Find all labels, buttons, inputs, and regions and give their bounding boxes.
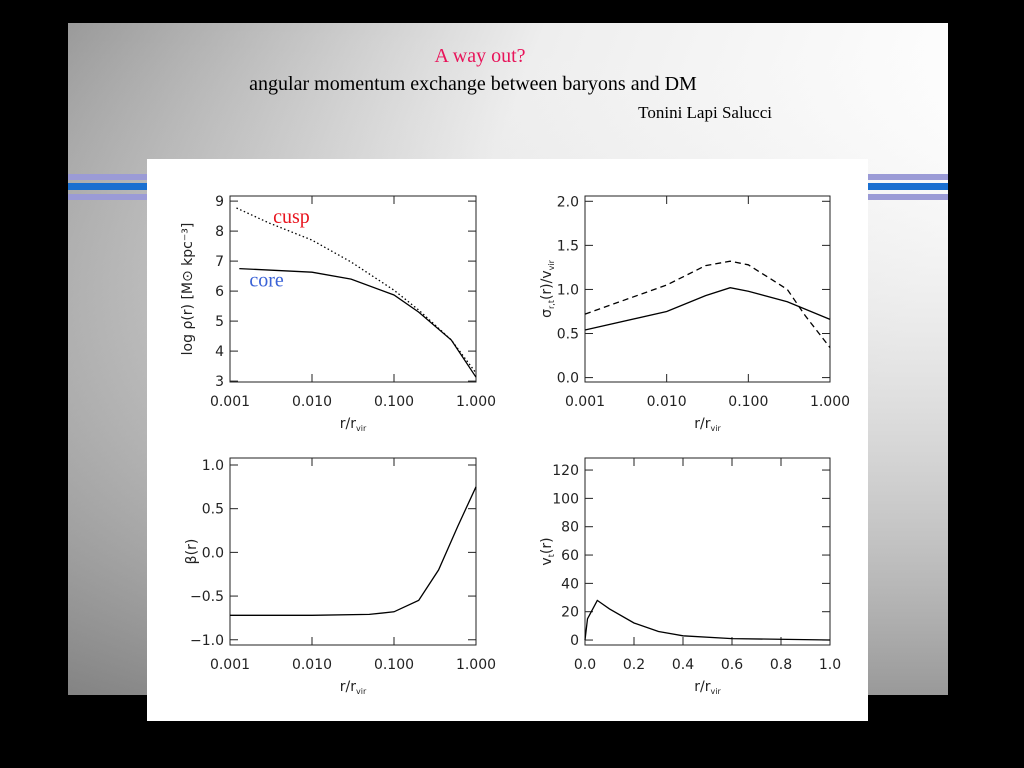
x-label-part: vir (710, 687, 721, 696)
x-label-part: r/r (694, 679, 710, 695)
x-axis-label: r/rvir (340, 416, 367, 433)
y-tick-label: 1.5 (557, 238, 579, 254)
y-label-part: vir (547, 259, 556, 270)
x-tick-label: 0.100 (728, 394, 768, 410)
plot-frame (584, 457, 831, 646)
x-axis-label: r/rvir (340, 679, 367, 696)
y-tick-label: 60 (561, 548, 579, 564)
x-tick-label: 1.000 (810, 394, 850, 410)
x-tick-label: 0.001 (210, 394, 250, 410)
y-tick-label: 0.0 (557, 371, 579, 387)
series-line (584, 287, 831, 331)
y-tick-label: 1.0 (557, 282, 579, 298)
y-tick-label: 0.5 (557, 327, 579, 343)
slide-title: A way out? (434, 45, 525, 67)
chart: 0.001 0.010 0.100 1.000 −1.0 −0.5 0.0 0.5 1.0 r/r… (184, 457, 496, 696)
y-axis-label: β(r) (184, 539, 200, 565)
y-label-part: (r)/v (539, 270, 555, 300)
y-tick-label: −0.5 (190, 589, 224, 605)
y-tick-label: −1.0 (190, 633, 224, 649)
x-label-part: vir (710, 424, 721, 433)
x-label-part: vir (356, 687, 367, 696)
y-label-part: (r) (539, 537, 555, 554)
x-tick-label: 0.2 (623, 657, 645, 673)
y-label-part: σ (539, 309, 555, 318)
y-label-part: t (547, 554, 556, 557)
x-tick-label: 0.100 (374, 657, 414, 673)
y-tick-label: 40 (561, 576, 579, 592)
y-tick-label: 9 (215, 194, 224, 210)
x-tick-label: 0.010 (292, 394, 332, 410)
y-tick-label: 0.0 (202, 545, 224, 561)
x-tick-label: 0.010 (647, 394, 687, 410)
series-line (236, 207, 477, 374)
x-tick-label: 1.000 (456, 394, 496, 410)
series-line (584, 260, 831, 348)
y-tick-label: 2.0 (557, 194, 579, 210)
x-axis-label: r/rvir (694, 416, 721, 433)
series-line (239, 267, 477, 378)
slide-subtitle: angular momentum exchange between baryon… (249, 73, 697, 95)
y-axis-label: log ρ(r) [M⊙ kpc⁻³] (180, 223, 196, 356)
x-tick-label: 0.100 (374, 394, 414, 410)
x-label-part: vir (356, 424, 367, 433)
chart: 0.0 0.2 0.4 0.6 0.8 1.0020406080100120r/rvirv… (539, 457, 841, 696)
y-axis-label: σr,t(r)/vvir (539, 259, 556, 317)
y-label-part: r,t (547, 300, 556, 309)
y-axis-label: vt(r) (539, 537, 556, 565)
x-tick-label: 1.0 (819, 657, 841, 673)
y-tick-label: 100 (552, 491, 579, 507)
x-tick-label: 0.0 (574, 657, 596, 673)
x-tick-label: 0.010 (292, 657, 332, 673)
y-label-part: log ρ(r) [M⊙ kpc⁻³] (180, 223, 196, 356)
y-tick-label: 5 (215, 314, 224, 330)
y-tick-label: 80 (561, 520, 579, 536)
series-line (230, 486, 477, 616)
y-tick-label: 3 (215, 374, 224, 390)
x-tick-label: 0.001 (565, 394, 605, 410)
x-axis-label: r/rvir (694, 679, 721, 696)
y-tick-label: 0.5 (202, 502, 224, 518)
x-tick-label: 0.6 (721, 657, 743, 673)
chart: 0.001 0.010 0.100 1.0000.00.51.01.52.0r/rvi… (539, 194, 850, 433)
y-tick-label: 20 (561, 605, 579, 621)
figure-panel (147, 159, 868, 721)
x-label-part: r/r (340, 679, 356, 695)
y-tick-label: 8 (215, 224, 224, 240)
x-tick-label: 0.001 (210, 657, 250, 673)
plot-frame (229, 457, 477, 646)
y-tick-label: 6 (215, 284, 224, 300)
x-tick-label: 1.000 (456, 657, 496, 673)
y-label-part: v (539, 557, 555, 565)
x-label-part: r/r (694, 416, 710, 432)
series-line (584, 599, 831, 641)
y-tick-label: 7 (215, 254, 224, 270)
plot-frame (229, 195, 477, 383)
authors: Tonini Lapi Salucci (638, 103, 772, 122)
x-tick-label: 0.4 (672, 657, 694, 673)
y-tick-label: 4 (215, 344, 224, 360)
y-tick-label: 0 (570, 633, 579, 649)
x-label-part: r/r (340, 416, 356, 432)
series-label: cusp (273, 206, 310, 228)
stripes (68, 174, 948, 200)
x-tick-label: 0.8 (770, 657, 792, 673)
y-label-part: β(r) (184, 539, 200, 565)
chart: 0.001 0.010 0.100 1.000 3 4 5 6 7 8 9 r/rvir log ρ(r… (180, 194, 496, 433)
series-label: core (249, 270, 284, 292)
y-tick-label: 1.0 (202, 458, 224, 474)
y-tick-label: 120 (552, 463, 579, 479)
